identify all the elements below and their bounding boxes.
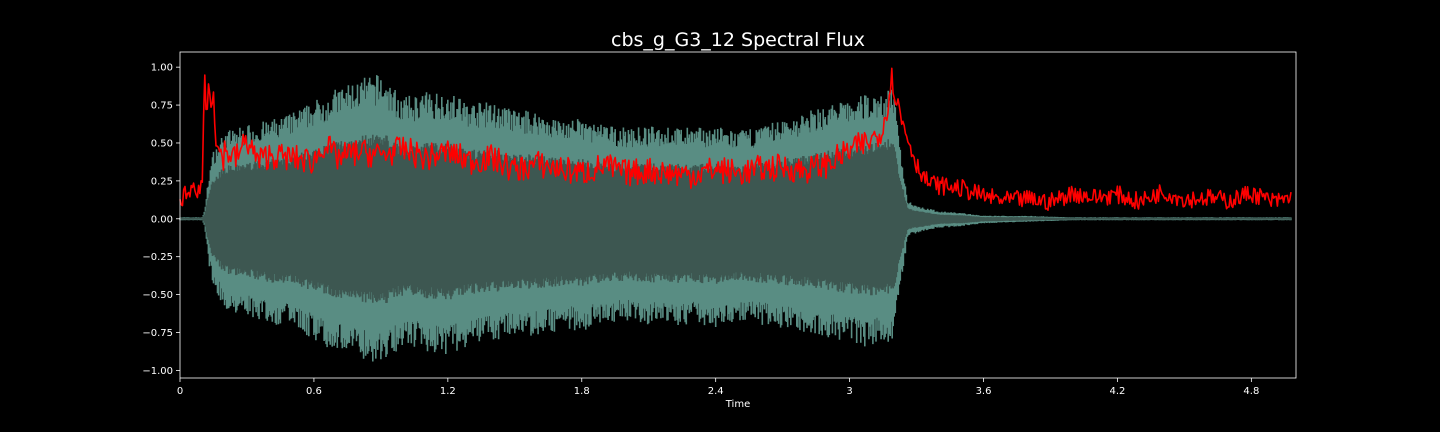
plot-frame bbox=[179, 51, 1297, 379]
x-tick-label: 1.2 bbox=[440, 386, 456, 397]
x-tick-label: 4.2 bbox=[1109, 386, 1125, 397]
y-tick-label: −0.25 bbox=[142, 252, 173, 263]
y-tick-label: −0.75 bbox=[142, 328, 173, 339]
x-axis-label: Time bbox=[725, 399, 750, 410]
y-tick-label: 0.50 bbox=[151, 138, 173, 149]
x-axis: 0 0.6 1.2 1.8 2.4 3 3.6 4.2 4.8 bbox=[177, 378, 1259, 397]
x-tick-label: 3 bbox=[846, 386, 852, 397]
x-tick-label: 2.4 bbox=[708, 386, 724, 397]
spectral-flux-line bbox=[179, 67, 1292, 211]
x-tick-label: 0.6 bbox=[306, 386, 322, 397]
y-axis: 1.00 0.75 0.50 0.25 0.00 −0.25 −0.50 −0.75 −1.00 bbox=[142, 63, 180, 377]
x-tick-label: 3.6 bbox=[976, 386, 992, 397]
y-tick-label: 0.75 bbox=[151, 101, 173, 112]
y-tick-label: 0.25 bbox=[151, 176, 173, 187]
x-tick-label: 1.8 bbox=[574, 386, 590, 397]
y-tick-label: 1.00 bbox=[151, 63, 173, 74]
x-tick-label: 4.8 bbox=[1243, 386, 1259, 397]
x-tick-label: 0 bbox=[177, 386, 183, 397]
y-tick-label: −0.50 bbox=[142, 290, 173, 301]
y-tick-label: −1.00 bbox=[142, 366, 173, 377]
chart-title: cbs_g_G3_12 Spectral Flux bbox=[611, 29, 865, 51]
y-tick-label: 0.00 bbox=[151, 214, 173, 225]
